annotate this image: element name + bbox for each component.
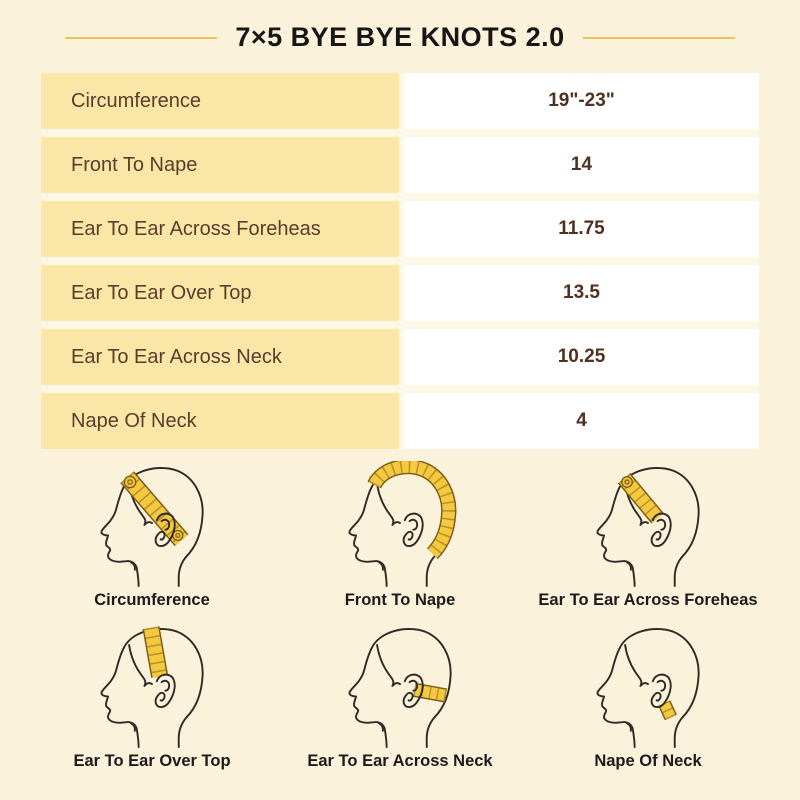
measurement-label: Front To Nape — [41, 137, 399, 193]
measuring-tape-icon — [367, 461, 457, 559]
table-row-circumference: Circumference 19"-23" — [41, 73, 759, 129]
measurement-diagrams: Circumference Front To Nape — [28, 461, 772, 771]
measurement-value: 4 — [404, 393, 759, 449]
head-profile-illustration — [596, 628, 700, 748]
title-rule-right — [582, 36, 735, 39]
measuring-tape-icon — [413, 682, 448, 703]
page-title: 7×5 BYE BYE KNOTS 2.0 — [235, 22, 565, 52]
measurement-value: 11.75 — [404, 201, 759, 257]
table-row-ear-to-ear-across-forehead: Ear To Ear Across Foreheas 11.75 — [41, 201, 759, 257]
measurement-label: Circumference — [41, 73, 399, 129]
measuring-tape-icon — [120, 471, 189, 547]
head-profile-illustration — [100, 626, 204, 748]
table-row-ear-to-ear-across-neck: Ear To Ear Across Neck 10.25 — [41, 329, 759, 385]
measurement-value: 14 — [404, 137, 759, 193]
measuring-tape-icon — [658, 700, 677, 721]
diagram-nape-of-neck: Nape Of Neck — [524, 622, 772, 771]
measurement-label: Ear To Ear Across Foreheas — [41, 201, 399, 257]
diagram-label: Ear To Ear Over Top — [73, 752, 231, 770]
diagram-label: Ear To Ear Across Foreheas — [538, 591, 758, 609]
measurement-label: Nape Of Neck — [41, 393, 399, 449]
diagram-ear-to-ear-across-neck: Ear To Ear Across Neck — [276, 622, 524, 771]
measurement-label: Ear To Ear Over Top — [41, 265, 399, 321]
size-table: Circumference 19"-23" Front To Nape 14 E… — [41, 73, 759, 449]
table-row-nape-of-neck: Nape Of Neck 4 — [41, 393, 759, 449]
head-profile-illustration — [348, 461, 457, 587]
header: 7×5 BYE BYE KNOTS 2.0 — [0, 0, 800, 53]
title-rule-left — [65, 36, 218, 39]
diagram-front-to-nape: Front To Nape — [276, 461, 524, 610]
table-row-ear-to-ear-over-top: Ear To Ear Over Top 13.5 — [41, 265, 759, 321]
diagram-ear-to-ear-over-top: Ear To Ear Over Top — [28, 622, 276, 771]
measurement-value: 10.25 — [404, 329, 759, 385]
head-profile-illustration — [100, 467, 204, 587]
table-row-front-to-nape: Front To Nape 14 — [41, 137, 759, 193]
measuring-tape-icon — [617, 472, 664, 524]
diagram-label: Front To Nape — [344, 591, 456, 609]
diagram-label: Circumference — [94, 591, 210, 609]
diagram-label: Ear To Ear Across Neck — [307, 752, 493, 770]
measurement-value: 13.5 — [404, 265, 759, 321]
size-chart-page: 7×5 BYE BYE KNOTS 2.0 Circumference 19"-… — [0, 0, 800, 771]
measuring-tape-icon — [142, 626, 169, 678]
measurement-label: Ear To Ear Across Neck — [41, 329, 399, 385]
diagram-label: Nape Of Neck — [594, 752, 702, 770]
head-profile-illustration — [596, 467, 700, 587]
diagram-circumference: Circumference — [28, 461, 276, 610]
head-profile-illustration — [348, 628, 452, 748]
diagram-ear-to-ear-across-forehead: Ear To Ear Across Foreheas — [524, 461, 772, 610]
measurement-value: 19"-23" — [404, 73, 759, 129]
